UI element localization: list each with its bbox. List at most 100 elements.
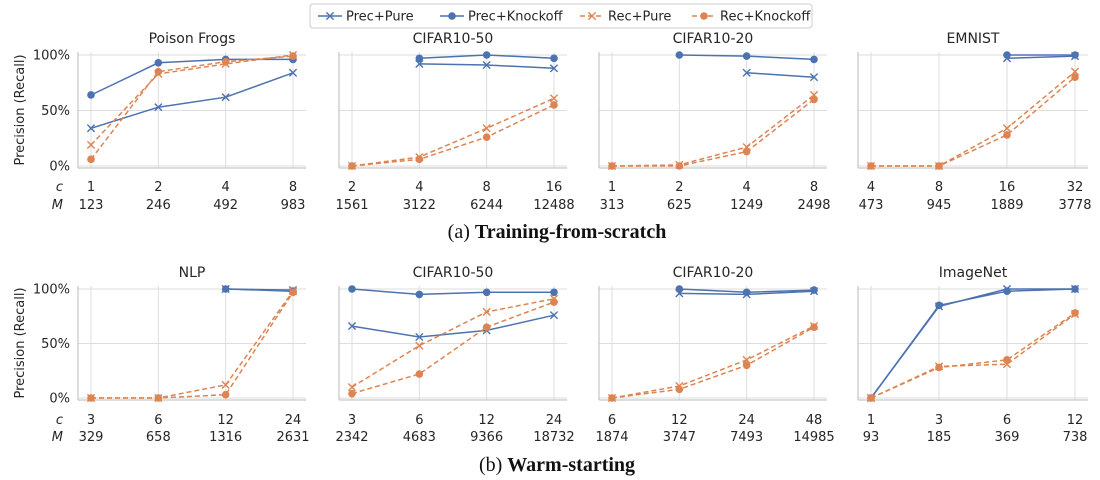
legend-frame [309, 3, 813, 29]
x-tick-label-c: 1 [87, 180, 95, 195]
legend-item-rec-knockoff: Rec+Knockoff [692, 10, 811, 25]
series-prec-knockoff [87, 55, 297, 99]
series-line-prec-pure [90, 72, 294, 130]
legend-item-prec-pure: Prec+Pure [318, 10, 414, 25]
data-point-prec-knockoff [550, 54, 558, 63]
data-point-rec-pure [742, 355, 751, 364]
series-rec-pure [866, 67, 1080, 171]
data-point-prec-knockoff [742, 288, 751, 297]
panel-title: CIFAR10-20 [673, 31, 754, 47]
x-tick-label-m: 4683 [403, 430, 436, 445]
data-point-prec-knockoff [1071, 51, 1079, 59]
x-tick-label-c: 4 [222, 180, 230, 195]
x-tick-label-m: 738 [1063, 430, 1088, 445]
x-tick-label-c: 4 [743, 180, 751, 195]
x-tick-label-m: 1889 [990, 198, 1023, 213]
panel-1-4-emnist: EMNIST 4 473 8 945 16 1889 32 3778 [857, 31, 1092, 213]
y-tick-label-row2-0: 0% [49, 392, 70, 407]
x-tick-label-m: 625 [667, 198, 692, 213]
x-tick-label-m: 492 [213, 198, 238, 213]
panel-2-1-nlp: NLP 3 329 6 658 12 1316 24 2631 [77, 265, 310, 445]
data-point-rec-knockoff [935, 162, 943, 170]
data-point-prec-knockoff [415, 290, 424, 299]
panel-1-2-cifar10-50: CIFAR10-50 2 1561 4 3122 8 6244 16 12488 [335, 31, 574, 213]
data-point-rec-knockoff [154, 394, 163, 402]
x-tick-label-m: 1561 [335, 198, 368, 213]
data-point-rec-knockoff [550, 298, 558, 306]
panel-1-1-poison-frogs: Poison Frogs 1 123 2 246 4 492 8 983 [77, 31, 306, 213]
data-point-prec-knockoff [810, 55, 818, 64]
data-point-rec-knockoff [867, 162, 875, 170]
data-point-rec-knockoff [289, 52, 297, 60]
data-point-prec-knockoff [675, 285, 684, 293]
data-point-prec-pure [809, 73, 819, 82]
data-point-rec-knockoff [482, 133, 491, 141]
data-point-rec-knockoff [221, 390, 230, 399]
x-tick-label-m: 1249 [730, 198, 763, 213]
x-tick-label-m: 7493 [730, 430, 763, 445]
data-point-rec-knockoff [348, 162, 356, 170]
data-point-prec-pure [482, 60, 491, 70]
data-point-prec-knockoff [154, 58, 163, 67]
m-row-label-2: M [52, 430, 63, 445]
data-point-rec-knockoff [415, 155, 424, 164]
data-point-prec-pure [549, 311, 559, 320]
data-point-rec-knockoff [154, 67, 163, 76]
x-tick-label-m: 329 [79, 430, 104, 445]
data-point-prec-pure [154, 103, 163, 112]
x-tick-label-c: 16 [546, 180, 563, 195]
y-tick-label-row1-100: 100% [33, 49, 70, 64]
data-point-rec-knockoff [415, 370, 424, 378]
x-tick-label-c: 3 [87, 413, 95, 428]
series-rec-pure [607, 90, 819, 171]
series-line-rec-pure [91, 290, 294, 399]
series-prec-knockoff [1003, 51, 1079, 59]
data-point-prec-pure [415, 332, 424, 342]
x-tick-label-c: 8 [810, 180, 818, 195]
m-row-label-1: M [52, 198, 63, 213]
series-line-prec-knockoff [870, 288, 1076, 399]
series-line-prec-pure [746, 72, 815, 78]
data-point-rec-knockoff [608, 394, 616, 402]
data-point-prec-knockoff [1003, 287, 1011, 295]
data-point-prec-knockoff [221, 285, 230, 293]
data-point-rec-knockoff [87, 394, 95, 402]
data-point-prec-knockoff [675, 51, 684, 59]
data-point-rec-pure [1002, 124, 1012, 133]
data-point-rec-pure [549, 94, 559, 103]
caption-a: (a) Training-from-scratch [448, 221, 667, 243]
legend-label-rec-knockoff: Rec+Knockoff [720, 10, 811, 25]
data-point-prec-knockoff [1003, 51, 1011, 59]
x-tick-label-c: 4 [867, 180, 875, 195]
x-tick-label-m: 246 [146, 198, 171, 213]
data-point-prec-pure [86, 124, 96, 133]
series-line-rec-knockoff [351, 104, 555, 167]
series-prec-knockoff [348, 285, 558, 299]
x-tick-label-m: 658 [146, 430, 171, 445]
x-tick-label-m: 369 [995, 430, 1020, 445]
data-point-rec-knockoff [867, 394, 875, 402]
x-tick-label-m: 3122 [403, 198, 436, 213]
series-line-rec-knockoff [611, 326, 815, 399]
x-tick-label-c: 24 [738, 413, 755, 428]
series-line-rec-pure [870, 313, 1076, 399]
series-line-prec-knockoff [90, 58, 293, 96]
data-point-rec-knockoff [289, 288, 297, 297]
y-axis-label-bottom: Precision (Recall) [13, 287, 28, 398]
series-line-rec-pure [351, 298, 555, 388]
data-point-prec-knockoff [935, 301, 943, 310]
y-tick-label-row1-0: 0% [49, 160, 70, 175]
series-line-prec-knockoff [225, 288, 294, 292]
data-point-rec-pure [1070, 67, 1080, 76]
series-rec-knockoff [608, 95, 818, 170]
series-rec-pure [86, 287, 298, 403]
data-point-prec-pure [549, 64, 559, 73]
c-row-label-1: c [56, 180, 63, 195]
x-tick-label-m: 2498 [797, 198, 830, 213]
data-point-prec-knockoff [482, 288, 491, 297]
data-point-prec-knockoff [87, 91, 95, 99]
x-tick-label-c: 6 [608, 413, 616, 428]
data-point-rec-knockoff [1003, 131, 1011, 139]
legend-item-prec-knockoff: Prec+Knockoff [440, 10, 564, 25]
data-point-rec-knockoff [1003, 356, 1011, 364]
